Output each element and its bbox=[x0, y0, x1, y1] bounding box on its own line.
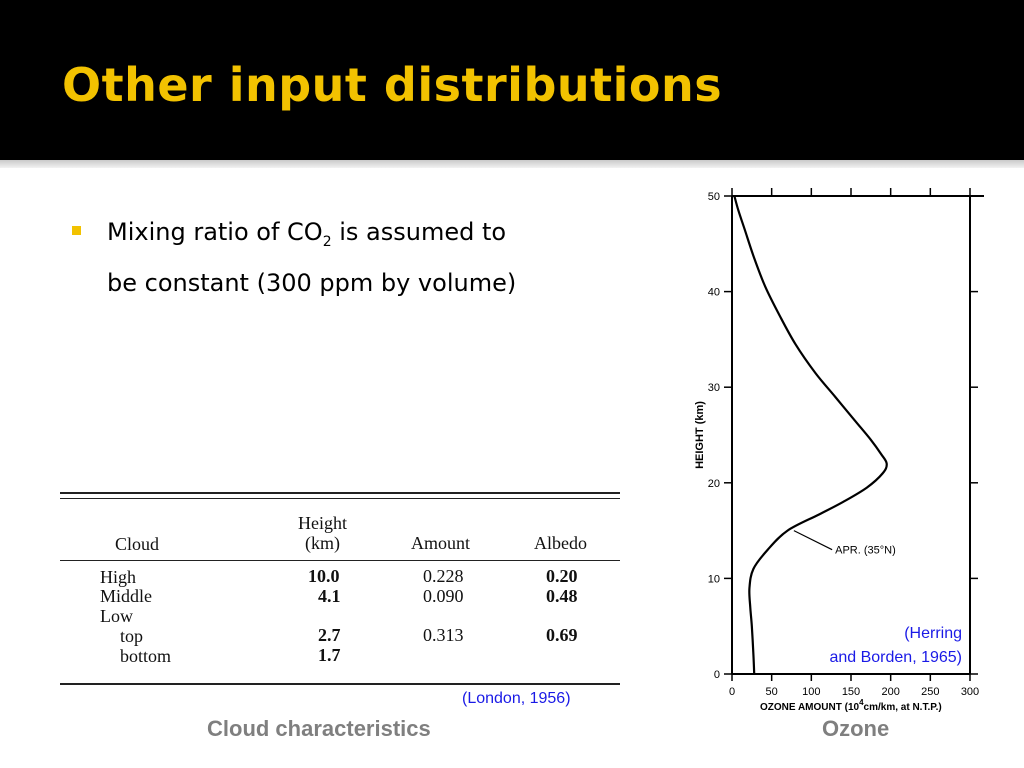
row-bottom-cloud: bottom bbox=[120, 646, 172, 666]
bullet-text-pre: Mixing ratio of CO bbox=[107, 218, 323, 246]
header-albedo: Albedo bbox=[534, 533, 587, 553]
y-tick-label: 10 bbox=[708, 573, 720, 585]
y-tick-label: 30 bbox=[708, 382, 720, 394]
ozone-citation-line2: and Borden, 1965) bbox=[829, 649, 962, 666]
x-tick-label: 100 bbox=[802, 686, 820, 698]
bullet-marker bbox=[72, 226, 81, 235]
plot-frame bbox=[731, 195, 984, 675]
y-tick-label: 50 bbox=[708, 191, 720, 203]
row-high-cloud: High bbox=[100, 567, 136, 587]
row-top-height: 2.7 bbox=[318, 625, 341, 645]
annotation-leader bbox=[793, 530, 833, 551]
x-tick-label: 250 bbox=[921, 686, 939, 698]
row-middle-albedo: 0.48 bbox=[546, 586, 578, 606]
row-high-albedo: 0.20 bbox=[546, 566, 578, 586]
ozone-series-line bbox=[733, 195, 888, 675]
cloud-table-caption: Cloud characteristics bbox=[207, 716, 431, 741]
title-divider bbox=[0, 160, 1024, 168]
table-rule-top-thin bbox=[60, 498, 620, 499]
table-rule-bottom bbox=[60, 683, 620, 685]
row-low-cloud: Low bbox=[100, 606, 133, 626]
row-top-albedo: 0.69 bbox=[546, 625, 578, 645]
table-rule-top bbox=[60, 492, 620, 494]
cloud-table: Cloud Height (km) Amount Albedo High 10.… bbox=[60, 490, 620, 690]
series-annotation-label: APR. (35°N) bbox=[835, 545, 896, 557]
bullet-text-post: is assumed to be constant (300 ppm by vo… bbox=[107, 218, 517, 297]
header-amount: Amount bbox=[411, 533, 471, 553]
table-rule-header bbox=[60, 560, 620, 561]
y-axis-ticks: 0 10 20 30 40 50 bbox=[708, 191, 978, 681]
row-top-cloud: top bbox=[120, 626, 144, 646]
header-cloud: Cloud bbox=[115, 534, 160, 554]
x-axis-ticks: 0 50 100 150 200 250 300 bbox=[729, 188, 979, 698]
x-tick-label: 50 bbox=[766, 686, 778, 698]
y-axis-label: HEIGHT (km) bbox=[694, 401, 706, 469]
y-tick-label: 40 bbox=[708, 287, 720, 299]
row-top-amount: 0.313 bbox=[423, 625, 464, 645]
row-middle-amount: 0.090 bbox=[423, 586, 464, 606]
ozone-caption: Ozone bbox=[822, 716, 890, 741]
x-tick-label: 150 bbox=[842, 686, 860, 698]
x-tick-label: 300 bbox=[961, 686, 979, 698]
x-axis-label-post: cm/km, at N.T.P.) bbox=[864, 702, 942, 713]
row-middle-cloud: Middle bbox=[100, 586, 152, 606]
x-tick-label: 0 bbox=[729, 686, 735, 698]
title-bar: Other input distributions bbox=[0, 0, 1024, 160]
ozone-profile-chart: 0 10 20 30 40 50 0 50 100 150 200 250 300 APR. (35°… bbox=[694, 188, 984, 713]
x-axis-label-sup: 4 bbox=[859, 698, 864, 707]
bullet-text: Mixing ratio of CO2 is assumed to be con… bbox=[107, 212, 527, 304]
row-bottom-height: 1.7 bbox=[318, 645, 341, 665]
x-axis-label-pre: OZONE AMOUNT (10 bbox=[760, 702, 860, 713]
bullet-text-subscript: 2 bbox=[322, 233, 332, 250]
y-tick-label: 20 bbox=[708, 478, 720, 490]
cloud-table-citation: (London, 1956) bbox=[462, 690, 571, 707]
slide-title: Other input distributions bbox=[62, 58, 723, 112]
slide-content bbox=[0, 168, 1024, 768]
row-high-height: 10.0 bbox=[308, 566, 340, 586]
header-height-unit: (km) bbox=[305, 533, 340, 553]
x-tick-label: 200 bbox=[881, 686, 899, 698]
y-tick-label: 0 bbox=[714, 669, 720, 681]
row-high-amount: 0.228 bbox=[423, 566, 464, 586]
ozone-citation-line1: (Herring bbox=[904, 625, 962, 642]
x-axis-label: OZONE AMOUNT (104cm/km, at N.T.P.) bbox=[760, 698, 942, 713]
header-height: Height bbox=[298, 513, 347, 533]
row-middle-height: 4.1 bbox=[318, 586, 341, 606]
